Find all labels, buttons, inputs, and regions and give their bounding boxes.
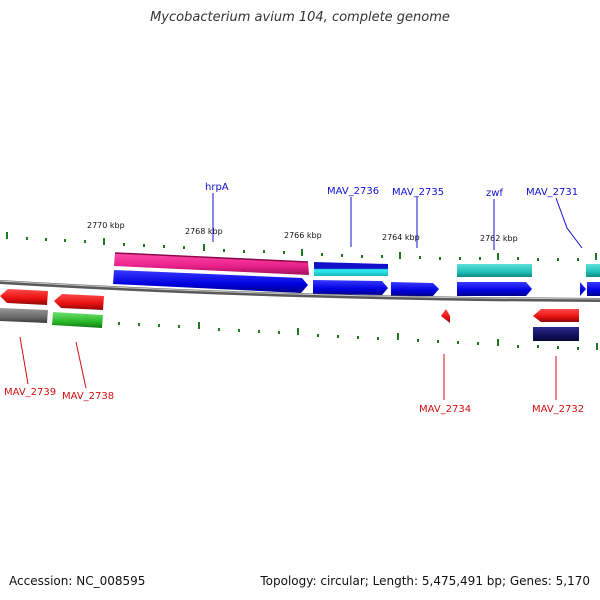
gene-MAV_2736[interactable] — [314, 262, 388, 276]
scale-label-2770: 2770 kbp — [87, 221, 125, 230]
scale-label-2764: 2764 kbp — [382, 233, 420, 242]
scale-label-2768: 2768 kbp — [185, 227, 223, 236]
gene-cyan-edge[interactable] — [586, 264, 600, 277]
gene-MAV_2735[interactable] — [391, 282, 439, 296]
gene-zwf[interactable] — [457, 264, 532, 277]
leader-lines-top — [212, 193, 583, 250]
gene-label-MAV_2734[interactable]: MAV_2734 — [419, 404, 471, 415]
accession-text: Accession: NC_008595 — [9, 574, 146, 588]
scale-ticks-top — [6, 232, 597, 261]
genome-title: Mycobacterium avium 104, complete genome — [150, 10, 450, 25]
genome-backbone-highlight — [0, 280, 600, 300]
gene-label-hrpA[interactable]: hrpA — [205, 182, 229, 193]
scale-label-2762: 2762 kbp — [480, 234, 518, 243]
gene-hrpA[interactable] — [114, 252, 309, 275]
gene-blue-b[interactable] — [313, 280, 388, 295]
gene-label-MAV_2731[interactable]: MAV_2731 — [526, 187, 578, 198]
topology-text: Topology: circular; Length: 5,475,491 bp… — [260, 574, 590, 588]
gene-blue-a[interactable] — [113, 270, 308, 293]
gene-label-MAV_2738[interactable]: MAV_2738 — [62, 391, 114, 402]
gene-label-MAV_2736[interactable]: MAV_2736 — [327, 186, 379, 197]
gene-red-b[interactable] — [54, 294, 104, 310]
gene-MAV_2738[interactable] — [52, 312, 103, 328]
gene-blue-edge[interactable] — [587, 282, 600, 296]
scale-label-2766: 2766 kbp — [284, 231, 322, 240]
gene-MAV_2732[interactable] — [533, 309, 579, 322]
gene-label-MAV_2732[interactable]: MAV_2732 — [532, 404, 584, 415]
gene-label-MAV_2735[interactable]: MAV_2735 — [392, 187, 444, 198]
gene-label-MAV_2739[interactable]: MAV_2739 — [4, 387, 56, 398]
gene-MAV_2734[interactable] — [441, 309, 450, 323]
gene-MAV_2739-arrow[interactable] — [0, 289, 48, 305]
gene-navy[interactable] — [533, 327, 579, 341]
gene-label-zwf[interactable]: zwf — [486, 188, 503, 199]
gene-gray[interactable] — [0, 308, 48, 323]
leader-lines-bottom — [19, 336, 557, 400]
gene-blue-c[interactable] — [457, 282, 532, 296]
gene-MAV_2731[interactable] — [580, 282, 586, 296]
genome-backbone — [0, 280, 600, 302]
